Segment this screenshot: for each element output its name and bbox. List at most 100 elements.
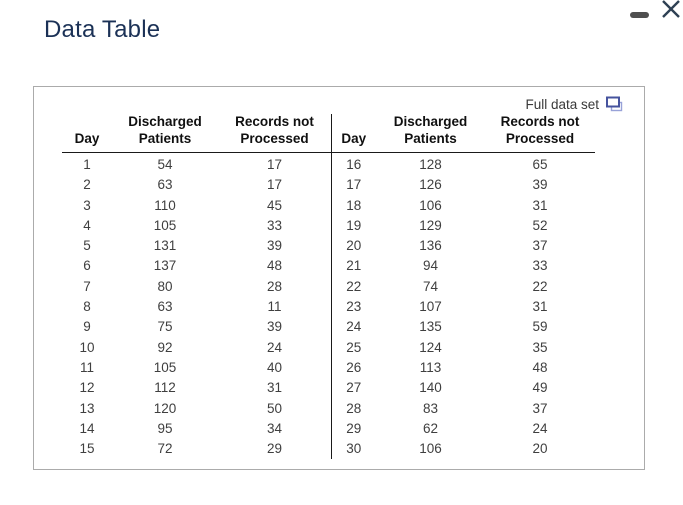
table-cell: 26 [346,359,362,375]
header-line-2: Patients [404,130,457,146]
table-cell: 16 [346,157,362,172]
table-row: 27 140 49 [332,378,595,398]
table-cell: 59 [532,319,548,335]
table-row: 26 113 48 [332,358,595,378]
table-cell: 31 [532,197,548,213]
col-header-day: Day [331,114,376,153]
table-cell: 24 [346,319,362,335]
table-cell: 106 [419,441,442,457]
table-cell: 7 [83,278,91,294]
table-cell: 17 [266,157,283,172]
table-cell: 30 [346,441,362,457]
col-header-records-not-processed: Records not Processed [485,114,595,153]
table-cell: 11 [267,299,282,315]
table-row: 30 106 20 [332,439,595,459]
table-cell: 14 [79,420,95,436]
header-line-2: Processed [505,130,575,146]
table-cell: 31 [266,380,283,396]
table-cell: 2 [83,177,91,193]
table-cell: 80 [157,278,173,294]
table-cell: 37 [532,400,548,416]
table-cell: 62 [422,420,439,436]
table-cell: 48 [532,359,548,375]
table-cell: 83 [422,400,439,416]
table-cell: 65 [532,157,548,172]
table-row: 23 107 31 [332,297,595,317]
table-cell: 39 [266,319,283,335]
col-header-day: Day [62,114,112,153]
full-data-set-control: Full data set [525,96,624,112]
table-cell: 75 [157,319,173,335]
table-cell: 28 [266,278,283,294]
table-cell: 34 [266,420,283,436]
table-cell: 12 [79,380,95,396]
data-table-panel: Full data set Day Discharged Patients [33,86,645,470]
table-body-days-16-30: 16 128 65 17 126 39 18 106 31 19 129 52 20 136 37 21 94 3… [332,153,595,460]
table-cell: 48 [266,258,283,274]
table-cell: 112 [154,380,176,396]
data-table: Day Discharged Patients Records not Proc… [62,114,595,460]
table-cell: 15 [79,441,95,457]
table-cell: 27 [346,380,362,396]
table-row: 5 131 39 [62,236,331,256]
header-line-1: Discharged [393,114,468,129]
table-row: 13 120 50 [62,399,331,419]
table-cell: 63 [157,299,173,315]
table-cell: 24 [532,420,548,436]
table-cell: 35 [532,339,548,355]
table-cell: 33 [532,258,548,274]
table-cell: 54 [157,157,173,172]
table-row: 25 124 35 [332,338,595,358]
table-cell: 18 [346,197,362,213]
table-cell: 6 [83,258,91,274]
table-cell: 140 [419,380,442,396]
table-cell: 49 [532,380,548,396]
table-cell: 50 [266,400,283,416]
minimize-button[interactable] [627,9,651,23]
table-cell: 45 [266,197,283,213]
table-cell: 3 [83,197,91,213]
page-title: Data Table [44,16,161,43]
table-cell: 22 [346,278,362,294]
table-cell: 128 [419,157,442,172]
table-cell: 9 [83,319,91,335]
table-row: 15 72 29 [62,439,331,459]
table-row: 6 137 48 [62,256,331,276]
table-row: 29 62 24 [332,419,595,439]
table-cell: 74 [422,278,439,294]
copy-icon[interactable] [606,96,624,112]
table-cell: 11 [79,359,94,375]
table-cell: 20 [532,441,548,457]
table-cell: 33 [266,217,283,233]
header-row: Day Discharged Patients Records not Proc… [62,114,331,153]
table-cell: 19 [346,217,362,233]
header-line-2: Patients [138,130,192,146]
table-body-days-1-15: 1 54 17 2 63 17 3 110 45 4 105 33 5 131 39 6 137 48 7 80 28 8… [62,153,331,460]
table-cell: 106 [419,197,442,213]
table-row: 21 94 33 [332,256,595,276]
table-cell: 120 [153,400,177,416]
col-header-discharged-patients: Discharged Patients [375,114,486,153]
table-cell: 137 [153,258,177,274]
table-cell: 29 [266,441,283,457]
close-button[interactable] [660,0,682,22]
table-cell: 92 [157,339,173,355]
table-cell: 105 [153,359,177,375]
table-cell: 17 [346,177,362,193]
table-cell: 13 [79,400,95,416]
table-row: 3 110 45 [62,196,331,216]
table-cell: 107 [419,299,442,315]
close-icon [662,0,680,18]
table-cell: 135 [419,319,442,335]
table-cell: 28 [346,400,362,416]
table-cell: 72 [157,441,173,457]
table-cell: 37 [532,238,548,254]
table-cell: 39 [266,238,283,254]
table-row: 8 63 11 [62,297,331,317]
table-row: 24 135 59 [332,317,595,337]
header-line-2: Processed [240,130,309,146]
data-table-right-half: Day Discharged Patients Records not Proc… [331,114,595,460]
table-row: 14 95 34 [62,419,331,439]
table-row: 19 129 52 [332,216,595,236]
